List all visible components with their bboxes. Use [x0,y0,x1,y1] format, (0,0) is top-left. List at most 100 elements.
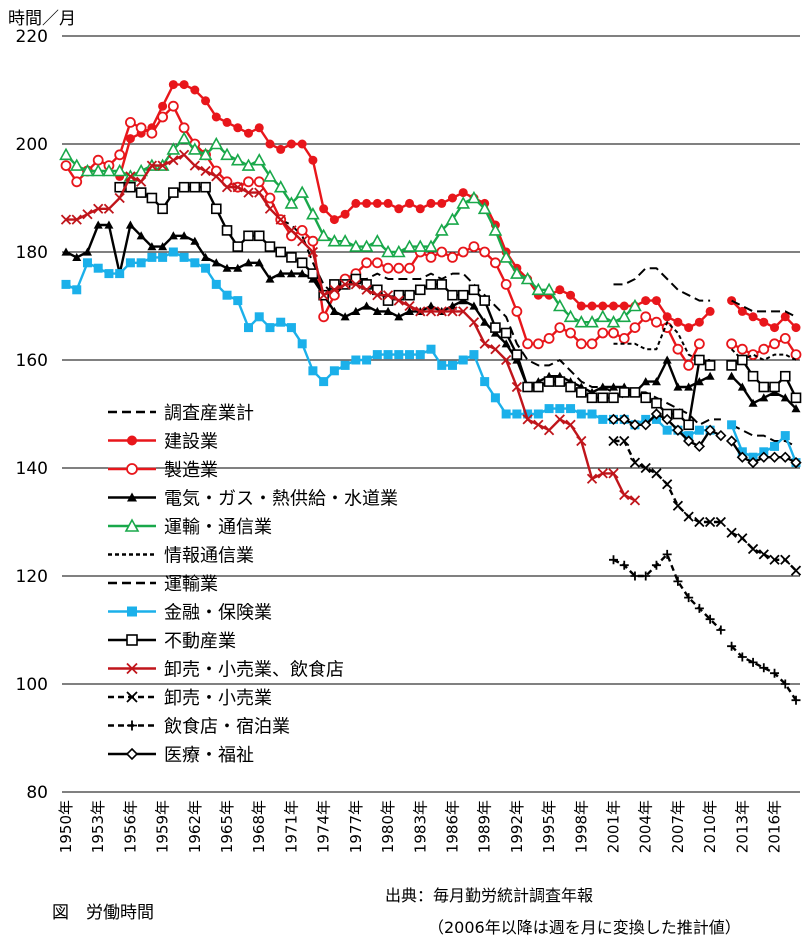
x-tick-label: 1971年 [282,800,300,853]
data-point [414,284,426,296]
data-point [135,187,147,198]
data-point [286,225,297,236]
data-point [597,392,609,404]
data-point [511,349,523,360]
data-point [157,203,168,215]
data-point [351,306,361,315]
data-point [779,451,791,463]
series [607,408,802,469]
data-point [500,327,512,339]
data-point [93,220,103,229]
data-point [276,144,286,154]
y-tick-label: 140 [16,459,48,479]
data-point [608,435,619,447]
data-point [779,332,791,344]
data-point [114,192,125,204]
x-tick-label: 1974年 [315,800,333,853]
data-point [254,123,264,133]
data-point [221,225,233,236]
data-point [574,315,589,328]
data-point [254,187,265,198]
legend-item: 運輸業 [108,574,218,595]
data-point [102,163,116,177]
series [114,181,802,431]
data-point [222,117,232,127]
data-point [737,382,747,391]
data-point [683,511,694,522]
data-point [372,306,382,315]
legend-label: 情報通信業 [164,546,254,567]
data-point [694,425,704,435]
data-point [662,549,672,559]
data-point [135,122,147,134]
data-point [790,565,802,576]
data-point [640,419,652,431]
data-point [554,322,566,334]
data-point [230,153,245,166]
data-point [457,246,469,258]
x-tick-label: 1977年 [347,800,365,853]
data-point [112,163,127,177]
data-point [447,251,458,263]
data-point [210,203,222,215]
data-point [747,456,759,469]
legend-item: 卸売・小売業 [108,688,272,709]
data-point [286,139,296,149]
data-point [198,147,213,161]
data-point [501,409,511,419]
data-point [640,462,651,474]
data-point [124,518,140,532]
data-point [167,100,179,112]
data-point [415,306,426,317]
data-point [512,409,522,419]
data-point [244,323,253,333]
figure-caption: 図 労働時間 [52,903,154,923]
data-point [318,290,329,301]
legend-label: 調査産業計 [164,403,254,424]
data-point [780,431,790,441]
data-point [200,181,211,193]
data-point [693,440,706,453]
data-point [628,298,642,312]
data-point [382,262,394,274]
data-point [114,149,126,161]
legend-label: 電気・ガス・熱供給・水道業 [164,489,398,510]
data-point [168,247,178,257]
data-point [651,560,661,570]
data-point [61,279,71,289]
data-point [190,236,200,245]
data-point [585,315,599,328]
data-point [543,425,555,436]
legend-item: 情報通信業 [108,546,254,567]
data-point [737,533,748,544]
x-tick-label: 1983年 [411,800,429,853]
data-point [542,282,556,296]
data-point [727,641,737,651]
data-point [264,203,276,214]
data-point [103,203,115,214]
data-point [651,296,661,306]
data-point [694,516,705,528]
data-point [769,381,780,393]
data-point [243,176,254,188]
legend-item: 金融・保険業 [108,603,272,624]
data-point [758,381,770,393]
data-point [166,142,181,155]
data-point [168,155,179,166]
data-point [327,234,342,247]
data-point [727,371,737,380]
data-point [499,250,514,263]
data-point [606,315,621,328]
data-point [467,190,481,204]
data-point [565,419,576,430]
data-point [91,163,106,177]
data-point [178,122,190,134]
data-point [125,258,135,268]
legend-label: 飲食店・宿泊業 [164,717,290,738]
data-point [490,393,500,403]
data-point [650,408,663,420]
y-tick-label: 220 [16,27,48,47]
data-point [187,142,202,155]
data-point [273,180,288,193]
data-point [641,296,651,306]
